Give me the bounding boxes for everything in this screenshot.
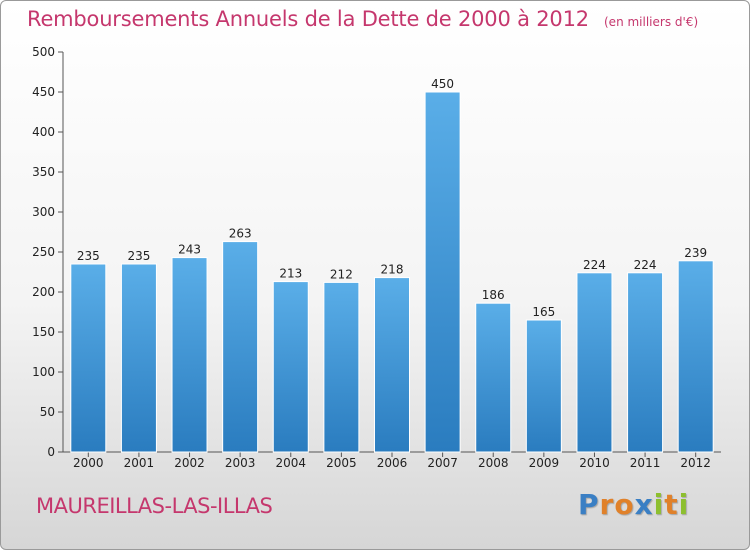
data-label: 450 — [431, 77, 454, 91]
y-tick-label: 350 — [32, 165, 55, 179]
y-tick-label: 50 — [40, 405, 55, 419]
y-tick-label: 250 — [32, 245, 55, 259]
chart-title: Remboursements Annuels de la Dette de 20… — [27, 7, 589, 31]
bar-2001[interactable] — [120, 263, 157, 453]
x-tick-label: 2010 — [579, 456, 610, 470]
y-axis: 0 50 100 150 200 250 300 350 400 450 500 — [32, 45, 64, 459]
y-tick-label: 100 — [32, 365, 55, 379]
x-axis: 2000 2001 2002 2003 2004 2005 2006 2007 2008 2009… — [63, 451, 721, 470]
y-tick-label: 450 — [32, 85, 55, 99]
data-label: 186 — [482, 288, 505, 302]
bar-2002[interactable] — [171, 257, 208, 453]
bar-2004[interactable] — [272, 281, 309, 453]
data-label: 218 — [381, 263, 404, 277]
x-tick-label: 2004 — [275, 456, 306, 470]
bars — [70, 91, 714, 453]
x-tick-label: 2005 — [326, 456, 357, 470]
x-tick-label: 2002 — [174, 456, 205, 470]
bar-2005[interactable] — [323, 281, 360, 453]
bar-2008[interactable] — [475, 302, 512, 453]
data-label: 239 — [684, 246, 707, 260]
bar-2003[interactable] — [222, 241, 259, 453]
data-label: 165 — [532, 305, 555, 319]
data-labels: 235 235 243 263 213 212 218 450 186 165 224 224 239 — [77, 77, 707, 319]
data-label: 263 — [229, 227, 252, 241]
bar-2007[interactable] — [424, 91, 461, 453]
y-tick-label: 400 — [32, 125, 55, 139]
x-tick-label: 2003 — [225, 456, 256, 470]
chart-header: Remboursements Annuels de la Dette de 20… — [27, 7, 698, 31]
x-tick-label: 2000 — [73, 456, 104, 470]
x-tick-label: 2007 — [427, 456, 458, 470]
x-tick-label: 2009 — [529, 456, 560, 470]
x-tick-label: 2011 — [630, 456, 661, 470]
commune-name: MAUREILLAS-LAS-ILLAS — [36, 494, 273, 518]
y-tick-label: 500 — [32, 45, 55, 59]
bar-2010[interactable] — [576, 272, 613, 453]
bar-2000[interactable] — [70, 263, 107, 453]
x-tick-label: 2001 — [124, 456, 155, 470]
y-tick-label: 0 — [47, 445, 55, 459]
y-tick-label: 300 — [32, 205, 55, 219]
data-label: 224 — [634, 258, 657, 272]
y-tick-label: 200 — [32, 285, 55, 299]
x-tick-label: 2012 — [680, 456, 711, 470]
chart-unit: (en milliers d'€) — [604, 15, 699, 29]
bar-2006[interactable] — [374, 277, 410, 453]
x-tick-label: 2006 — [377, 456, 408, 470]
proxiti-logo[interactable]: Proxiti — [578, 488, 690, 521]
data-label: 235 — [77, 249, 100, 263]
bar-2012[interactable] — [677, 260, 714, 453]
data-label: 224 — [583, 258, 606, 272]
data-label: 212 — [330, 267, 353, 281]
x-tick-label: 2008 — [478, 456, 509, 470]
data-label: 243 — [178, 243, 201, 257]
bar-2009[interactable] — [525, 319, 562, 453]
data-label: 213 — [279, 267, 302, 281]
data-label: 235 — [127, 249, 150, 263]
bar-2011[interactable] — [627, 272, 664, 453]
y-tick-label: 150 — [32, 325, 55, 339]
